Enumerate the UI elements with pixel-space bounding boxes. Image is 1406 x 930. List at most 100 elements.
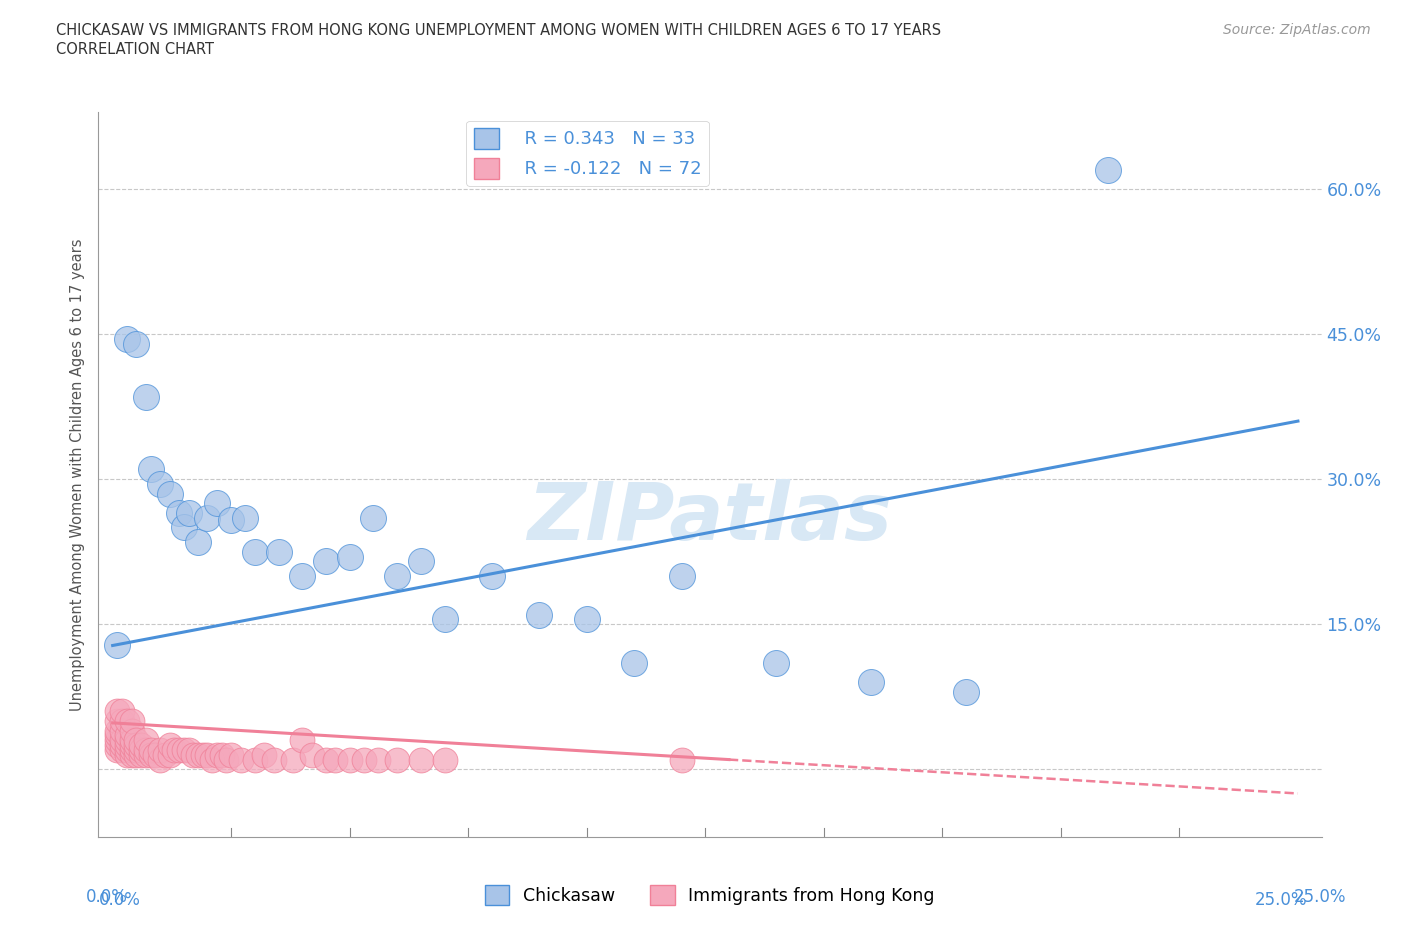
Point — [129, 742, 152, 757]
Point — [105, 713, 128, 728]
Point — [105, 742, 128, 757]
Point — [409, 554, 432, 569]
Text: 0.0%: 0.0% — [98, 891, 141, 910]
Point — [205, 748, 228, 763]
Point — [671, 752, 693, 767]
Point — [765, 656, 787, 671]
Point — [115, 733, 138, 748]
Point — [121, 748, 143, 763]
Point — [955, 684, 977, 699]
Point — [409, 752, 432, 767]
Point — [197, 748, 219, 763]
Point — [149, 476, 172, 491]
Point — [115, 748, 138, 763]
Point — [129, 748, 152, 763]
Point — [111, 704, 134, 719]
Point — [433, 752, 456, 767]
Text: 0.0%: 0.0% — [86, 888, 128, 906]
Point — [163, 742, 186, 757]
Text: 25.0%: 25.0% — [1256, 891, 1308, 910]
Point — [291, 568, 314, 583]
Point — [281, 752, 304, 767]
Point — [159, 748, 181, 763]
Point — [149, 752, 172, 767]
Point — [205, 496, 228, 511]
Text: CORRELATION CHART: CORRELATION CHART — [56, 42, 214, 57]
Point — [1097, 162, 1119, 177]
Point — [105, 704, 128, 719]
Text: 25.0%: 25.0% — [1294, 888, 1346, 906]
Point — [135, 748, 157, 763]
Point — [121, 724, 143, 738]
Point — [111, 713, 134, 728]
Point — [135, 390, 157, 405]
Point — [115, 331, 138, 346]
Point — [860, 675, 883, 690]
Point — [139, 742, 162, 757]
Point — [105, 733, 128, 748]
Point — [115, 737, 138, 752]
Point — [111, 742, 134, 757]
Point — [197, 511, 219, 525]
Point — [111, 737, 134, 752]
Point — [121, 733, 143, 748]
Point — [219, 748, 242, 763]
Point — [385, 568, 408, 583]
Point — [263, 752, 285, 767]
Point — [301, 748, 323, 763]
Point — [125, 337, 148, 352]
Point — [339, 752, 361, 767]
Point — [267, 544, 290, 559]
Point — [291, 733, 314, 748]
Point — [121, 713, 143, 728]
Point — [105, 728, 128, 743]
Point — [243, 544, 266, 559]
Point — [433, 612, 456, 627]
Point — [315, 554, 337, 569]
Point — [235, 511, 257, 525]
Point — [187, 535, 209, 550]
Y-axis label: Unemployment Among Women with Children Ages 6 to 17 years: Unemployment Among Women with Children A… — [70, 238, 86, 711]
Point — [177, 742, 200, 757]
Point — [159, 486, 181, 501]
Point — [167, 742, 190, 757]
Point — [623, 656, 645, 671]
Point — [173, 520, 195, 535]
Point — [129, 737, 152, 752]
Point — [481, 568, 503, 583]
Point — [125, 742, 148, 757]
Point — [125, 748, 148, 763]
Point — [159, 737, 181, 752]
Point — [143, 748, 166, 763]
Point — [181, 748, 204, 763]
Point — [111, 724, 134, 738]
Point — [173, 742, 195, 757]
Point — [115, 728, 138, 743]
Point — [167, 506, 190, 521]
Point — [215, 752, 238, 767]
Point — [211, 748, 233, 763]
Point — [575, 612, 598, 627]
Point — [201, 752, 224, 767]
Point — [125, 733, 148, 748]
Point — [253, 748, 276, 763]
Text: Source: ZipAtlas.com: Source: ZipAtlas.com — [1223, 23, 1371, 37]
Point — [135, 742, 157, 757]
Point — [177, 506, 200, 521]
Point — [325, 752, 347, 767]
Point — [105, 737, 128, 752]
Point — [353, 752, 375, 767]
Point — [229, 752, 252, 767]
Point — [191, 748, 214, 763]
Point — [105, 638, 128, 653]
Point — [243, 752, 266, 767]
Point — [149, 742, 172, 757]
Point — [671, 568, 693, 583]
Point — [385, 752, 408, 767]
Point — [363, 511, 385, 525]
Point — [105, 724, 128, 738]
Point — [111, 733, 134, 748]
Point — [121, 737, 143, 752]
Point — [219, 512, 242, 527]
Legend: Chickasaw, Immigrants from Hong Kong: Chickasaw, Immigrants from Hong Kong — [478, 878, 942, 911]
